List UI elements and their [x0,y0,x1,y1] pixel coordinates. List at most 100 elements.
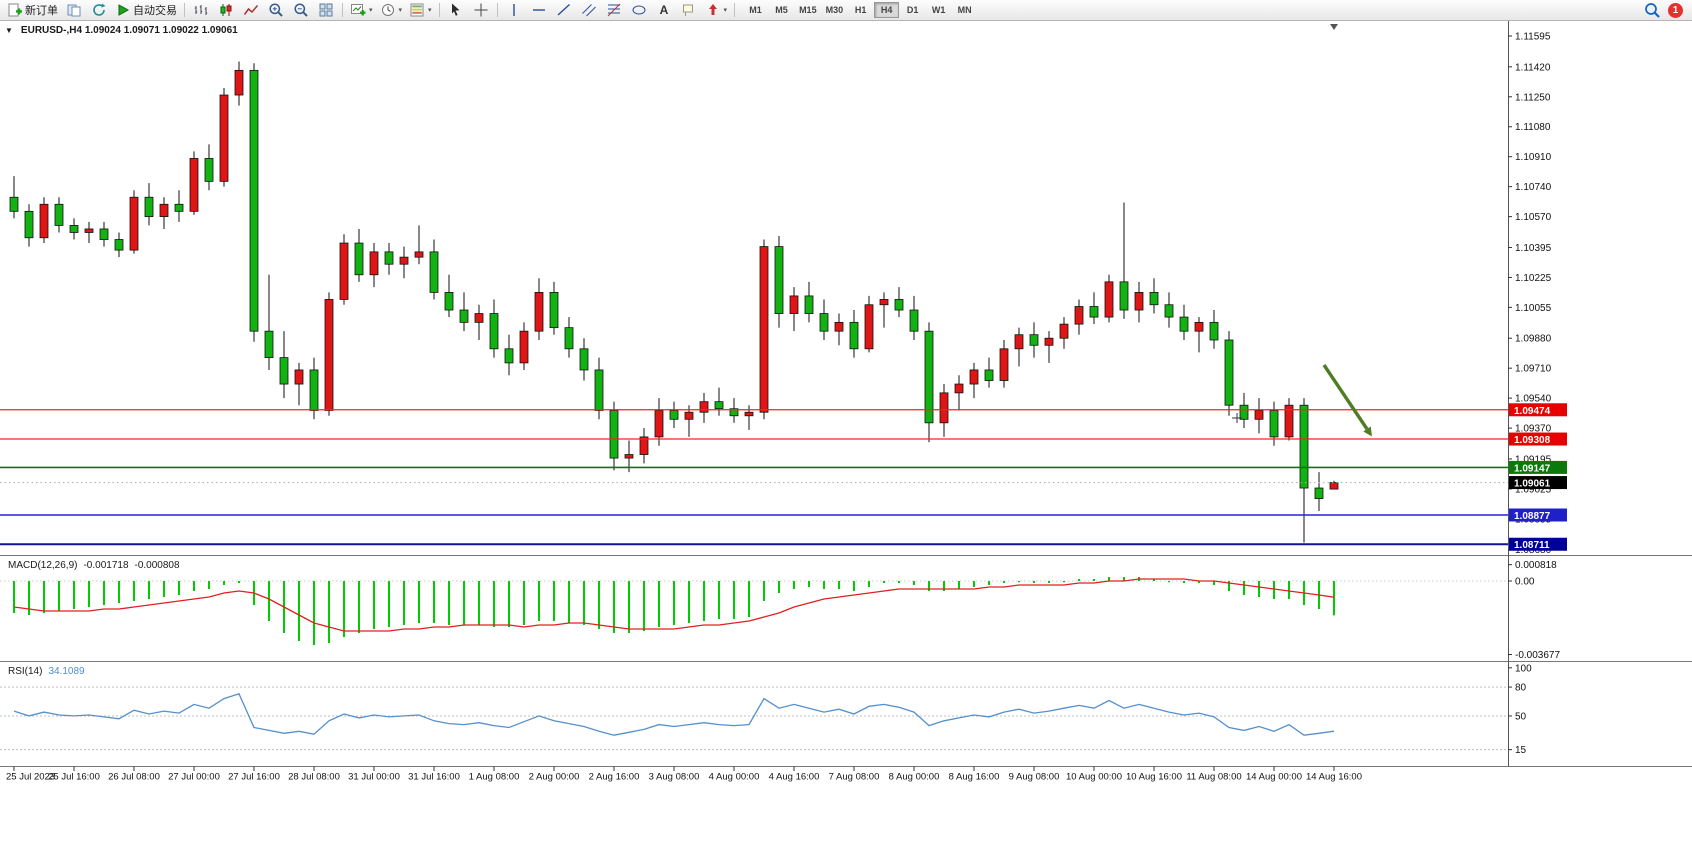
periods-icon [381,4,394,16]
horizontal-line-button[interactable] [527,0,551,20]
candle [504,348,514,364]
tile-windows-button[interactable] [314,0,338,20]
timeframe-w1[interactable]: W1 [931,5,946,15]
candle [129,196,139,251]
cross-marker[interactable] [1232,413,1242,423]
price-badge [1509,537,1567,551]
toolbar-right-group: 1 [1644,2,1688,19]
candle [1299,404,1309,489]
zoom-in-button[interactable] [264,0,288,20]
arrow-annotation-head [1363,426,1373,437]
candle [549,292,559,329]
candle [234,69,244,96]
time-tick-label: 9 Aug 08:00 [1009,772,1060,783]
crosshair-button[interactable] [469,0,493,20]
text-label-button[interactable] [677,0,701,20]
search-icon[interactable] [1644,2,1661,19]
time-tick-label: 10 Aug 16:00 [1126,772,1182,783]
price-badge-label: 1.09147 [1514,463,1551,474]
candle [579,348,589,371]
timeframe-m30[interactable]: M30 [825,5,844,15]
cursor-button[interactable] [444,0,468,20]
candle [624,454,634,459]
chevron-down-icon: ▾ [428,7,432,14]
price-badge-label: 1.09308 [1514,435,1551,446]
macd-signal-line [13,578,1335,632]
price-badge [1509,460,1567,474]
candle [789,295,799,314]
candle [954,383,964,394]
tile-windows-icon [319,3,333,17]
arrows-button[interactable]: ▾ [702,0,731,20]
candle [264,330,274,359]
arrow-annotation[interactable] [1322,364,1369,430]
macd-tick-label: 0.00 [1515,577,1535,588]
candle [159,203,169,218]
rsi-tick-label: 15 [1515,745,1527,756]
timeframe-d1[interactable]: D1 [906,5,919,15]
time-tick-label: 4 Aug 16:00 [769,772,820,783]
candle [864,304,874,350]
timeframe-h1[interactable]: H1 [854,5,867,15]
candle [1149,292,1159,306]
profiles-button[interactable] [62,0,86,20]
bars-icon [194,5,208,15]
vertical-line-button[interactable] [502,0,526,20]
candle-chart-button[interactable] [214,0,238,20]
new-order-button[interactable]: 新订单 [4,0,61,20]
timeframe-m5[interactable]: M5 [775,5,788,15]
text-button[interactable]: A [652,0,676,20]
notification-badge[interactable]: 1 [1668,2,1683,18]
chart-canvas[interactable]: 1.11595 1.11420 1.11250 1.11080 1.10910 1.107… [0,21,1692,849]
zoom-out-button[interactable] [289,0,313,20]
candle [84,228,94,233]
price-tick-label: 1.10910 [1515,152,1552,163]
trendline-button[interactable] [552,0,576,20]
price-badge [1509,432,1567,446]
time-tick-label: 8 Aug 16:00 [949,772,1000,783]
time-tick-label: 14 Aug 00:00 [1246,772,1302,783]
time-tick-label: 8 Aug 00:00 [889,772,940,783]
fibonacci-button[interactable] [602,0,626,20]
candle [1029,334,1039,346]
zoom-in-icon [269,3,283,17]
macd-histogram [13,577,1335,645]
ellipse-icon [632,5,646,15]
autotrading-button[interactable]: 自动交易 [112,0,180,20]
line-chart-button[interactable] [239,0,263,20]
indicators-button[interactable]: ▾ [347,0,376,20]
chart-shift-marker[interactable] [1330,24,1338,30]
shapes-button[interactable] [627,0,651,20]
bar-chart-button[interactable] [189,0,213,20]
candle [309,369,319,411]
profiles-icon [67,4,81,17]
periods-button[interactable]: ▾ [377,0,406,20]
time-tick-label: 31 Jul 16:00 [408,772,460,783]
top-toolbar: 新订单 自动交易 ▾ ▾ ▾ [0,0,1692,21]
candle [1329,482,1339,490]
time-tick-label: 10 Aug 00:00 [1066,772,1122,783]
candle [999,348,1009,381]
time-tick-label: 4 Aug 00:00 [709,772,760,783]
candle [909,309,919,332]
price-badge [1509,403,1567,417]
channel-button[interactable] [577,0,601,20]
templates-button[interactable]: ▾ [406,0,435,20]
timeframe-m15[interactable]: M15 [799,5,817,15]
time-tick-label: 2 Aug 00:00 [529,772,580,783]
candle [984,369,994,381]
timeframe-mn[interactable]: MN [957,5,972,15]
candle [939,392,949,424]
price-tick-label: 1.10055 [1515,303,1552,314]
refresh-button[interactable] [87,0,111,20]
candle [879,299,889,306]
timeframe-h4[interactable]: H4 [874,2,900,18]
time-tick-label: 7 Aug 08:00 [829,772,880,783]
price-badge-label: 1.08877 [1514,511,1551,522]
candle [1194,321,1204,332]
candle [774,246,784,314]
candle [444,292,454,311]
candle [474,313,484,323]
rsi-tick-label: 50 [1515,711,1527,722]
timeframe-m1[interactable]: M1 [749,5,762,15]
